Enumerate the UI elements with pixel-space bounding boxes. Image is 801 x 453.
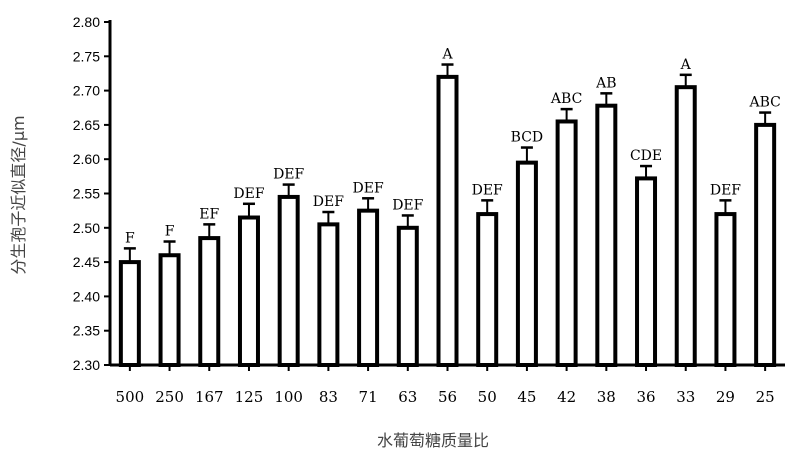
significance-label: DEF [273,167,304,183]
y-axis: 2.30 2.35 2.40 2.45 2.50 2.55 2.60 2.65 2.70 2.75… [73,14,112,373]
x-axis-title: 水葡萄糖质量比 [377,431,489,450]
x-tick-label: 38 [597,388,616,406]
bar [555,119,578,367]
significance-label: BCD [511,130,543,146]
significance-label: ABC [550,91,582,107]
significance-label: EF [199,206,219,222]
significance-label: F [125,230,135,246]
bar [476,212,499,367]
x-tick-label: 36 [636,388,655,406]
y-axis-title: 分生孢子近似直径/μm [9,115,28,274]
significance-label: DEF [233,186,264,202]
x-tick-label: 50 [478,388,497,406]
x-tick-label: 56 [438,388,457,406]
x-axis: 500 250 167 125 100 83 71 63 56 50 45 42 38 36 33 29 25 [110,363,785,406]
bar [396,225,419,367]
y-tick-label: 2.55 [73,186,100,202]
significance-label: DEF [472,182,503,198]
significance-label: A [680,57,692,73]
error-bars-layer [123,63,772,263]
bar [158,253,181,368]
x-tick-label: 71 [359,388,378,406]
x-tick-label: 100 [274,388,303,406]
bar [515,160,538,367]
x-tick-label: 29 [716,388,735,406]
significance-label: DEF [392,197,423,213]
x-tick-label: 167 [195,388,224,406]
y-tick-label: 2.35 [73,323,100,339]
x-tick-label: 83 [319,388,338,406]
significance-label: DEF [353,180,384,196]
significance-label: F [165,224,175,240]
significance-label: CDE [630,148,662,164]
bar [674,85,697,367]
significance-label: DEF [710,182,741,198]
bar [118,260,141,368]
y-tick-label: 2.30 [73,357,100,373]
x-tick-label: 250 [155,388,184,406]
significance-label: AB [595,75,616,91]
x-tick-label: 500 [116,388,145,406]
significance-labels-layer: F F EF DEF DEF DEF DEF DEF A DEF BCD ABC AB CDE A DEF AB… [125,47,781,247]
y-tick-label: 2.50 [73,220,100,236]
x-tick-label: 42 [557,388,576,406]
y-tick-label: 2.70 [73,83,100,99]
bar [277,194,300,367]
bar [714,212,737,367]
y-tick-label: 2.75 [73,48,100,64]
significance-label: DEF [313,194,344,210]
bar [595,103,618,368]
y-tick-label: 2.45 [73,254,100,270]
y-tick-label: 2.65 [73,117,100,133]
bar [237,215,260,367]
x-tick-label: 45 [517,388,536,406]
bar [357,208,380,367]
y-tick-label: 2.60 [73,151,100,167]
bar [198,236,221,367]
bar [754,122,777,368]
x-tick-label: 63 [398,388,417,406]
x-tick-label: 125 [235,388,264,406]
y-tick-label: 2.40 [73,288,100,304]
bar [436,74,459,367]
bar [635,176,658,367]
x-tick-label: 33 [676,388,695,406]
x-tick-label: 25 [756,388,775,406]
significance-label: A [441,47,453,63]
significance-label: ABC [748,95,780,111]
y-tick-label: 2.80 [73,14,100,30]
bar [317,222,340,367]
